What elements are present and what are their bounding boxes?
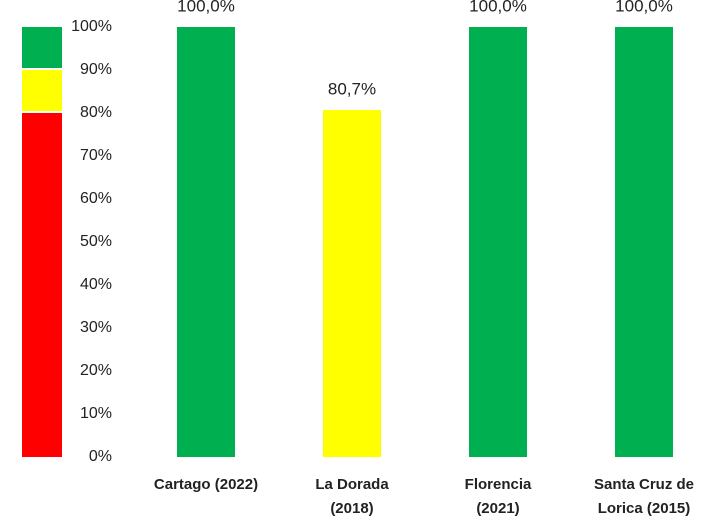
y-tick-label: 40% [80, 276, 112, 293]
bar [177, 27, 235, 457]
value-label: 100,0% [615, 0, 673, 15]
y-tick-label: 100% [71, 18, 112, 35]
threshold-band [22, 113, 62, 457]
y-tick-label: 70% [80, 147, 112, 164]
x-tick-label: (2018) [330, 500, 373, 517]
y-tick-label: 60% [80, 190, 112, 207]
bar [323, 109, 381, 458]
threshold-band [22, 70, 62, 111]
y-tick-label: 50% [80, 233, 112, 250]
value-label: 100,0% [469, 0, 527, 15]
y-tick-label: 0% [89, 448, 112, 465]
x-tick-label: Lorica (2015) [598, 500, 691, 517]
value-label: 80,7% [328, 79, 376, 98]
value-label: 100,0% [177, 0, 235, 15]
x-tick-label: Florencia [465, 476, 532, 493]
y-tick-label: 20% [80, 362, 112, 379]
x-tick-label: (2021) [476, 500, 519, 517]
y-tick-label: 10% [80, 405, 112, 422]
x-tick-label: Santa Cruz de [594, 476, 694, 493]
y-tick-label: 90% [80, 61, 112, 78]
x-tick-label: La Dorada [315, 476, 389, 493]
x-tick-label: Cartago (2022) [154, 476, 258, 493]
bar [469, 27, 527, 457]
y-tick-label: 80% [80, 104, 112, 121]
bar [615, 27, 673, 457]
y-tick-label: 30% [80, 319, 112, 336]
threshold-band [22, 27, 62, 68]
